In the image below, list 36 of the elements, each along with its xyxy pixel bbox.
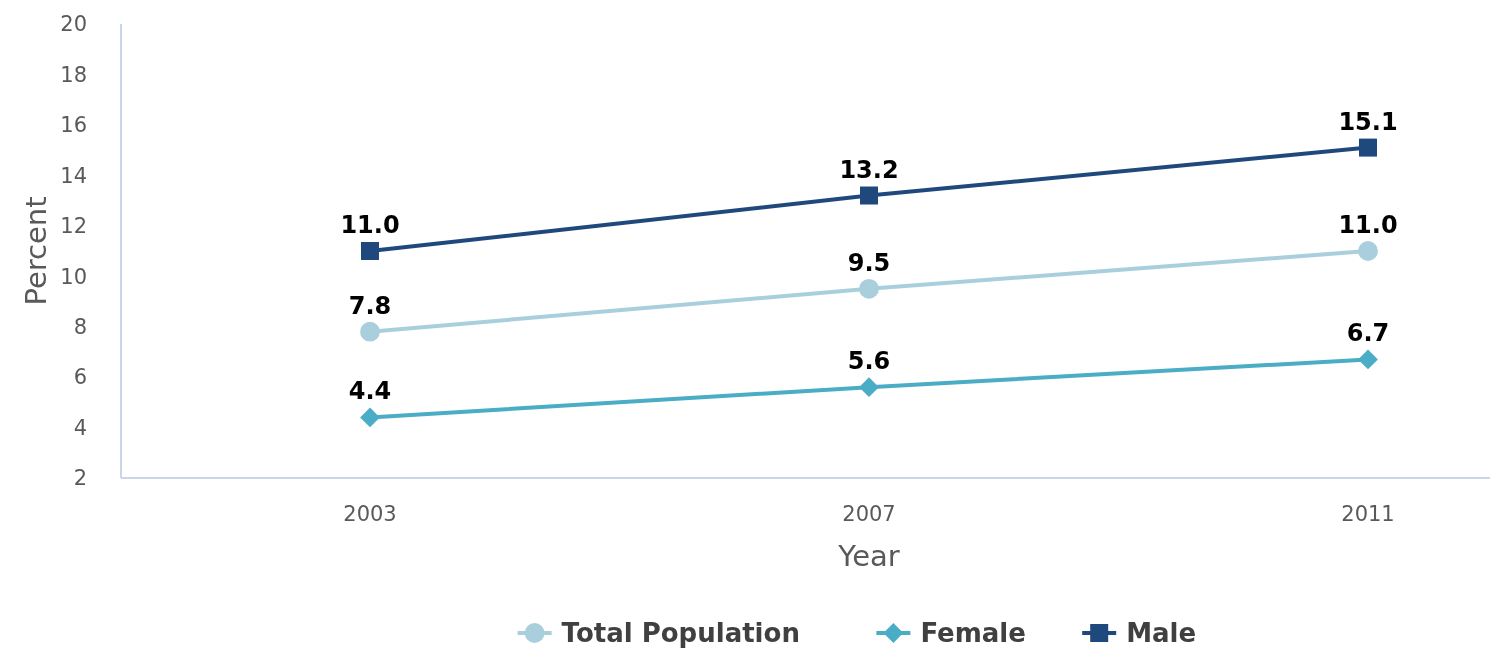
data-label: 5.6 (847, 347, 891, 376)
data-label: 13.2 (839, 155, 899, 184)
data-label: 6.7 (1346, 319, 1390, 348)
point (1358, 349, 1378, 370)
y-tick-label: 18 (60, 62, 87, 87)
y-tick-label: 8 (73, 315, 87, 340)
point (860, 186, 878, 205)
point (1359, 138, 1377, 157)
legend-label: Total Population (561, 618, 800, 649)
y-axis-title: Percent (19, 196, 54, 306)
point (361, 242, 379, 260)
data-label: 7.8 (348, 291, 392, 320)
point (360, 407, 380, 428)
y-tick-label: 16 (60, 113, 87, 138)
x-tick-label: 2003 (343, 502, 397, 527)
x-tick-label: 2011 (1341, 502, 1395, 527)
y-tick-label: 10 (60, 264, 87, 289)
y-tick-label: 6 (73, 365, 87, 390)
point (859, 278, 879, 299)
data-label: 4.4 (348, 377, 392, 406)
data-label: 9.5 (847, 248, 891, 277)
y-tick-label: 12 (60, 214, 87, 239)
point (360, 321, 380, 342)
data-label: 11.0 (1338, 211, 1398, 239)
data-label: 11.0 (340, 211, 400, 239)
y-tick-label: 20 (60, 12, 87, 37)
x-tick-label: 2007 (842, 502, 896, 527)
legend-label: Female (920, 618, 1026, 649)
data-label: 15.1 (1338, 107, 1398, 136)
y-tick-label: 14 (60, 163, 87, 188)
y-tick-label: 2 (73, 466, 87, 491)
point (1358, 241, 1378, 261)
point (859, 377, 879, 398)
x-axis-title: Year (837, 539, 900, 574)
y-tick-label: 4 (73, 415, 87, 440)
legend-label: Male (1126, 618, 1197, 649)
